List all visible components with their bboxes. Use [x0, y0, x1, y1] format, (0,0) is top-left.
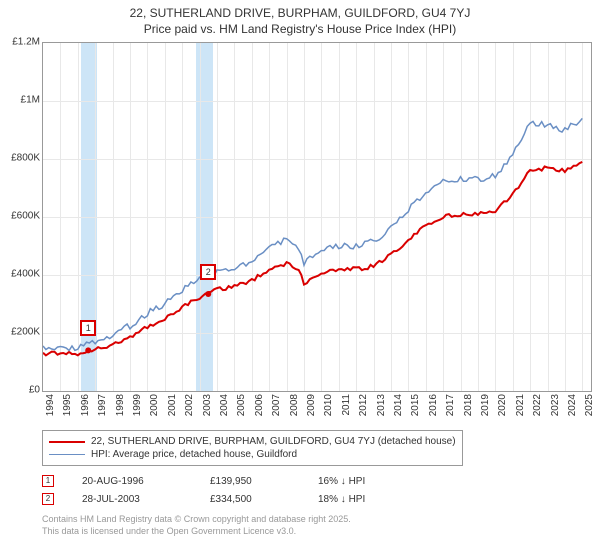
x-tick-label: 2023: [550, 394, 561, 416]
y-tick-label: £800K: [11, 153, 40, 164]
x-tick-label: 1997: [97, 394, 108, 416]
plot-area: 12: [42, 42, 592, 392]
y-tick-label: £600K: [11, 211, 40, 222]
transaction-row: 2 28-JUL-2003 £334,500 18% ↓ HPI: [42, 490, 590, 508]
x-tick-label: 2004: [219, 394, 230, 416]
x-tick-label: 2020: [497, 394, 508, 416]
x-tick-label: 2015: [410, 394, 421, 416]
x-tick-label: 2013: [376, 394, 387, 416]
transactions-table: 1 20-AUG-1996 £139,950 16% ↓ HPI 2 28-JUL-200…: [42, 472, 590, 508]
footer-line-2: This data is licensed under the Open Gov…: [42, 526, 590, 538]
legend-section: 22, SUTHERLAND DRIVE, BURPHAM, GUILDFORD…: [42, 430, 590, 537]
x-tick-label: 2009: [306, 394, 317, 416]
x-tick-label: 1998: [115, 394, 126, 416]
transaction-marker: 1: [42, 475, 54, 487]
legend-row: 22, SUTHERLAND DRIVE, BURPHAM, GUILDFORD…: [49, 435, 456, 448]
x-tick-label: 1996: [80, 394, 91, 416]
x-tick-label: 2014: [393, 394, 404, 416]
chart-subtitle: Price paid vs. HM Land Registry's House …: [0, 22, 600, 40]
x-tick-label: 1999: [132, 394, 143, 416]
x-tick-label: 2021: [515, 394, 526, 416]
x-tick-label: 2006: [254, 394, 265, 416]
x-tick-label: 1994: [45, 394, 56, 416]
series-hpi: [43, 118, 582, 350]
x-tick-label: 2002: [184, 394, 195, 416]
transaction-delta: 16% ↓ HPI: [318, 476, 365, 487]
y-tick-label: £1.2M: [12, 37, 40, 48]
x-tick-label: 2010: [323, 394, 334, 416]
marker-2: 2: [200, 264, 216, 280]
x-tick-label: 2018: [463, 394, 474, 416]
transaction-row: 1 20-AUG-1996 £139,950 16% ↓ HPI: [42, 472, 590, 490]
y-tick-label: £200K: [11, 327, 40, 338]
x-tick-label: 2024: [567, 394, 578, 416]
x-tick-label: 2017: [445, 394, 456, 416]
x-tick-label: 2001: [167, 394, 178, 416]
x-tick-label: 2022: [532, 394, 543, 416]
x-tick-label: 2012: [358, 394, 369, 416]
x-tick-label: 2007: [271, 394, 282, 416]
y-tick-label: £400K: [11, 269, 40, 280]
footer-text: Contains HM Land Registry data © Crown c…: [42, 514, 590, 537]
transaction-date: 28-JUL-2003: [82, 494, 182, 505]
legend-row: HPI: Average price, detached house, Guil…: [49, 448, 456, 461]
chart-title: 22, SUTHERLAND DRIVE, BURPHAM, GUILDFORD…: [0, 0, 600, 22]
marker-1: 1: [80, 320, 96, 336]
x-tick-label: 2003: [202, 394, 213, 416]
footer-line-1: Contains HM Land Registry data © Crown c…: [42, 514, 590, 526]
x-tick-label: 2025: [584, 394, 595, 416]
legend-swatch: [49, 454, 85, 455]
legend-label: 22, SUTHERLAND DRIVE, BURPHAM, GUILDFORD…: [91, 436, 456, 447]
x-tick-label: 1995: [62, 394, 73, 416]
x-tick-label: 2011: [341, 394, 352, 416]
y-tick-label: £1M: [21, 95, 40, 106]
transaction-date: 20-AUG-1996: [82, 476, 182, 487]
x-tick-label: 2008: [289, 394, 300, 416]
legend-box: 22, SUTHERLAND DRIVE, BURPHAM, GUILDFORD…: [42, 430, 463, 466]
chart-container: 22, SUTHERLAND DRIVE, BURPHAM, GUILDFORD…: [0, 0, 600, 560]
transaction-marker: 2: [42, 493, 54, 505]
transaction-delta: 18% ↓ HPI: [318, 494, 365, 505]
x-tick-label: 2005: [236, 394, 247, 416]
x-tick-label: 2000: [149, 394, 160, 416]
legend-label: HPI: Average price, detached house, Guil…: [91, 449, 297, 460]
transaction-price: £334,500: [210, 494, 290, 505]
legend-swatch: [49, 441, 85, 443]
y-tick-label: £0: [29, 385, 40, 396]
x-tick-label: 2016: [428, 394, 439, 416]
x-tick-label: 2019: [480, 394, 491, 416]
transaction-price: £139,950: [210, 476, 290, 487]
